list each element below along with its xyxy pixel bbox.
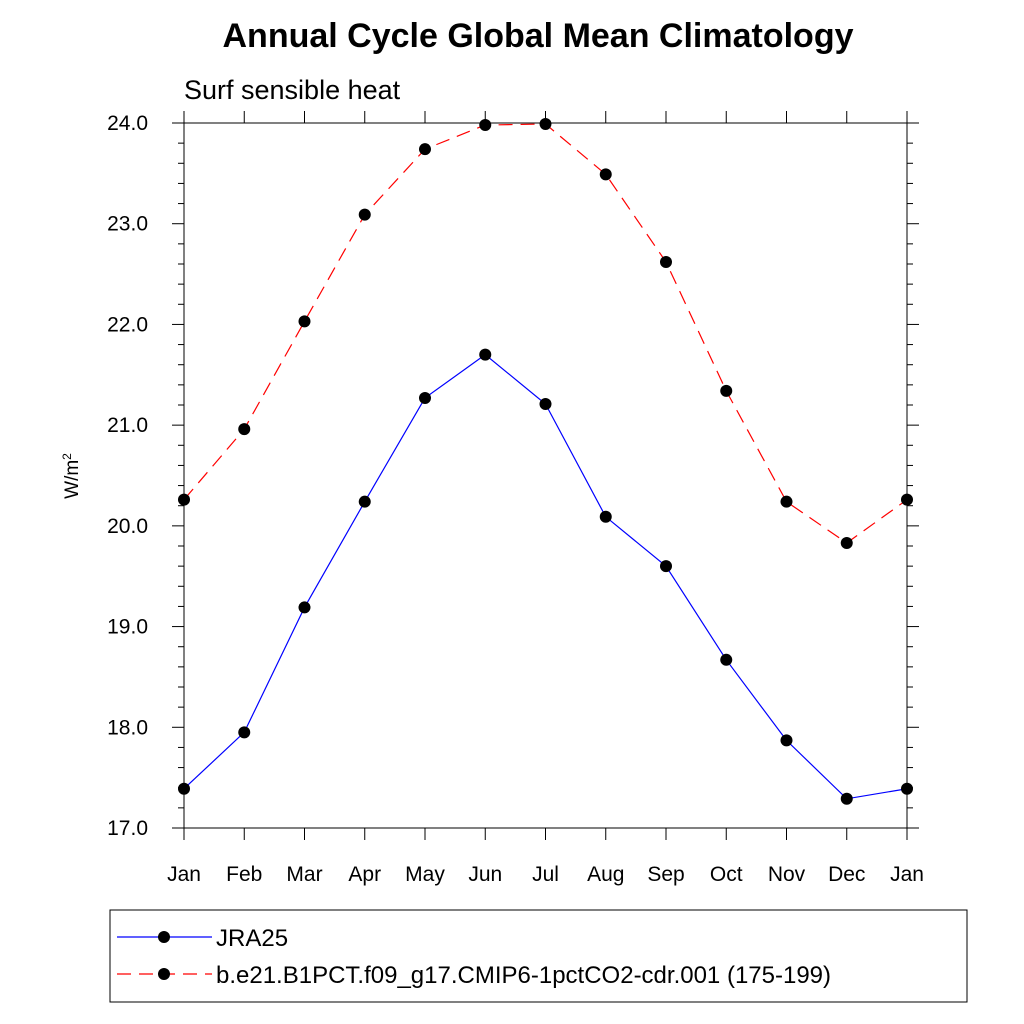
y-tick-label: 22.0 (107, 313, 148, 336)
series-1 (178, 348, 913, 805)
y-tick-label: 23.0 (107, 213, 148, 236)
series-line (183, 353, 908, 800)
data-point (660, 255, 672, 268)
series-2 (178, 118, 913, 549)
data-point (358, 208, 371, 221)
y-tick-label: 19.0 (107, 616, 148, 639)
data-point (720, 384, 733, 397)
data-point (238, 423, 251, 436)
data-point (599, 510, 612, 523)
legend-marker (158, 931, 170, 943)
y-tick-label: 24.0 (107, 112, 148, 135)
y-tick-label: 18.0 (107, 716, 148, 739)
data-point (780, 495, 793, 508)
x-tick-label: Jul (532, 863, 559, 886)
data-point (901, 493, 913, 506)
data-point (840, 536, 853, 549)
y-tick-label: 21.0 (107, 414, 148, 437)
y-tick-label: 20.0 (107, 515, 148, 538)
data-point (780, 734, 793, 747)
legend-item-2: b.e21.B1PCT.f09_g17.CMIP6-1pctCO2-cdr.00… (117, 962, 831, 989)
data-point (178, 782, 190, 795)
data-point (539, 397, 552, 410)
x-tick-label: Jan (167, 863, 201, 886)
x-tick-label: Dec (828, 863, 865, 886)
data-point (901, 782, 913, 795)
data-point (660, 560, 672, 573)
y-tick-label: 17.0 (107, 817, 148, 840)
chart-subtitle: Surf sensible heat (184, 75, 401, 105)
legend: JRA25 b.e21.B1PCT.f09_g17.CMIP6-1pctCO2-c… (117, 925, 831, 989)
y-axis-label-superscript: 2 (60, 453, 74, 460)
data-point (479, 119, 492, 132)
x-tick-label: Mar (286, 863, 322, 886)
x-tick-label: Feb (226, 863, 262, 886)
x-tick-label: Jun (468, 863, 502, 886)
x-tick-label: Aug (587, 863, 624, 886)
data-point (539, 118, 552, 131)
svg-text:W/m2: W/m2 (60, 453, 83, 499)
x-tick-labels: Jan Feb Mar Apr May Jun Jul Aug Sep Oct Nov Dec Jan (167, 863, 924, 886)
data-point (298, 315, 311, 328)
data-point (840, 792, 853, 805)
data-point (599, 168, 612, 181)
y-axis-title: W/m2 (60, 453, 83, 499)
y-tick-labels: 17.0 18.0 19.0 20.0 21.0 22.0 23.0 24.0 (107, 112, 148, 840)
legend-box (109, 909, 968, 1003)
axis-ticks (172, 111, 919, 840)
data-point (298, 601, 311, 614)
data-point (479, 348, 492, 361)
data-point (720, 653, 733, 666)
data-point (419, 391, 431, 404)
data-point (238, 726, 251, 739)
chart-title: Annual Cycle Global Mean Climatology (223, 17, 854, 55)
data-point (358, 495, 371, 508)
legend-label: JRA25 (216, 925, 288, 952)
series-layer (178, 118, 913, 805)
series-line (183, 123, 908, 544)
y-axis-label: W/m (62, 460, 83, 499)
x-tick-label: Nov (768, 863, 806, 886)
x-tick-label: May (405, 863, 445, 886)
x-tick-label: Oct (710, 863, 743, 886)
legend-label: b.e21.B1PCT.f09_g17.CMIP6-1pctCO2-cdr.00… (216, 962, 831, 989)
x-tick-label: Sep (647, 863, 684, 886)
plot-frame (183, 122, 908, 829)
legend-item-1: JRA25 (117, 925, 288, 952)
data-point (178, 493, 190, 506)
legend-marker (158, 968, 170, 980)
x-tick-label: Apr (348, 863, 381, 886)
data-point (419, 143, 431, 156)
x-tick-label: Jan (890, 863, 924, 886)
